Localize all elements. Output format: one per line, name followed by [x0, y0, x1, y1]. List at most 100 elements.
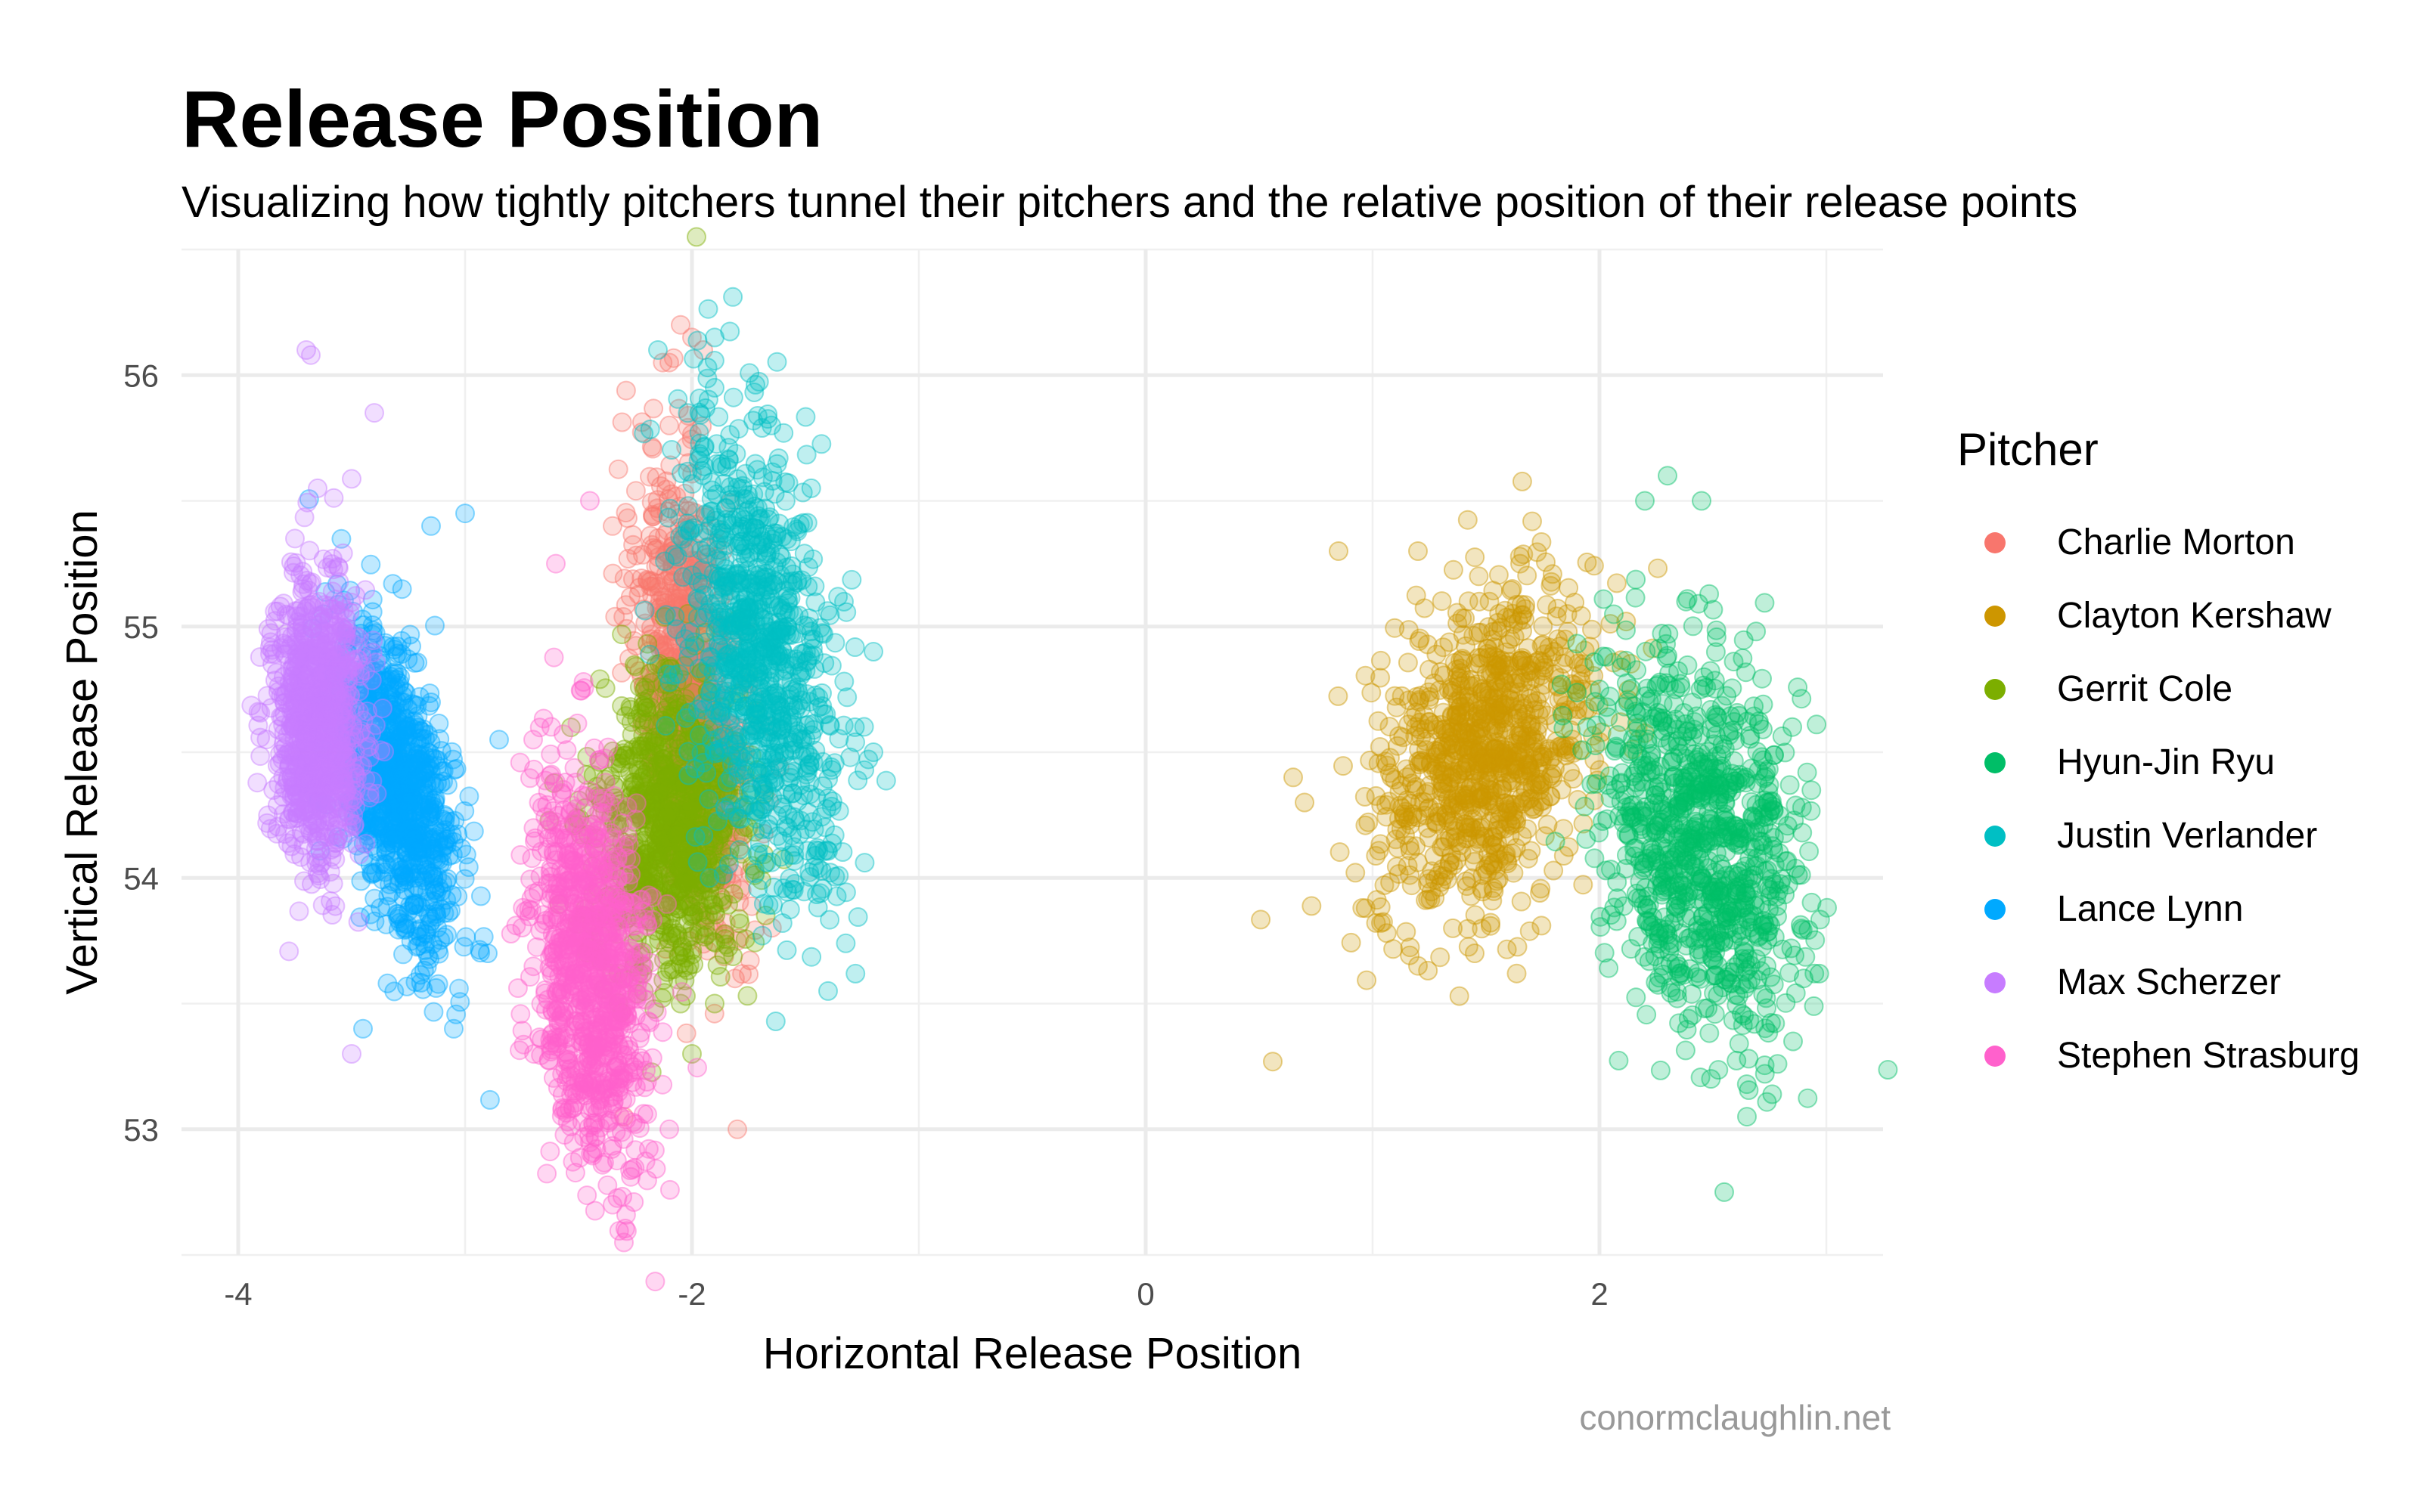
data-point: [662, 720, 682, 739]
data-point: [680, 674, 700, 695]
data-point: [658, 720, 678, 739]
data-point: [679, 634, 700, 655]
data-point: [1376, 923, 1397, 943]
data-point: [1627, 713, 1647, 733]
data-point: [1443, 559, 1463, 580]
data-point: [762, 918, 782, 938]
data-point: [670, 816, 690, 836]
data-point: [681, 647, 701, 668]
data-point: [670, 721, 690, 742]
data-point: [678, 617, 698, 637]
data-point: [718, 762, 738, 782]
data-point: [787, 571, 808, 590]
data-point: [687, 600, 707, 620]
data-point: [672, 736, 692, 756]
data-point: [1352, 898, 1373, 918]
data-point: [678, 403, 698, 423]
data-point: [790, 824, 810, 844]
data-point: [669, 603, 688, 623]
data-point: [685, 675, 706, 696]
data-point: [1683, 616, 1703, 637]
data-point: [639, 711, 659, 732]
data-point: [679, 750, 700, 770]
data-point: [683, 712, 703, 733]
data-point: [1792, 823, 1813, 843]
data-point: [717, 826, 737, 846]
data-point: [709, 783, 730, 803]
data-point: [697, 682, 717, 702]
data-point: [1510, 553, 1530, 574]
data-point: [697, 734, 718, 754]
data-point: [670, 747, 690, 767]
data-point: [712, 865, 732, 885]
data-point: [1581, 774, 1602, 795]
data-point: [726, 761, 746, 782]
data-point: [657, 658, 678, 678]
data-point: [1341, 932, 1361, 953]
data-point: [1758, 792, 1778, 813]
data-point: [711, 641, 731, 662]
data-point: [705, 867, 725, 888]
data-point: [1764, 828, 1784, 848]
data-point: [1682, 692, 1702, 713]
data-point: [705, 792, 725, 812]
data-point: [1553, 718, 1574, 739]
data-point: [657, 635, 678, 655]
data-point: [708, 629, 728, 649]
data-point: [684, 844, 705, 865]
data-point: [662, 771, 683, 792]
data-point: [648, 577, 669, 596]
data-point: [1577, 717, 1597, 737]
data-point: [1791, 919, 1811, 939]
data-point: [689, 682, 709, 702]
data-point: [1706, 627, 1727, 647]
data-point: [1628, 927, 1649, 947]
data-point: [674, 733, 694, 753]
data-point: [703, 696, 723, 717]
data-point: [1476, 767, 1497, 788]
data-point: [1690, 1067, 1711, 1088]
data-point: [689, 627, 709, 648]
data-point: [689, 658, 709, 679]
grid-lines: [182, 248, 1883, 1256]
data-point: [1465, 943, 1485, 963]
data-point: [703, 821, 723, 841]
data-point: [731, 798, 752, 818]
data-point: [641, 752, 662, 773]
data-point: [1633, 755, 1653, 776]
data-point: [751, 773, 771, 794]
data-point: [662, 843, 683, 863]
data-point: [1567, 634, 1587, 654]
data-point: [710, 590, 731, 610]
data-point: [1652, 956, 1673, 976]
data-point: [706, 727, 726, 748]
data-point: [685, 890, 706, 910]
data-point: [677, 527, 697, 547]
data-point: [1688, 888, 1708, 909]
data-point: [1652, 711, 1673, 731]
data-point: [1540, 786, 1560, 807]
data-point: [1432, 591, 1452, 612]
data-point: [741, 622, 762, 643]
data-point: [651, 669, 672, 689]
data-point: [650, 503, 670, 523]
data-point: [1727, 995, 1747, 1015]
data-point: [811, 807, 832, 827]
data-point: [708, 843, 728, 863]
data-point: [682, 474, 703, 494]
data-point: [848, 770, 868, 791]
data-point: [672, 646, 693, 666]
data-point: [709, 784, 730, 804]
data-point: [646, 556, 666, 577]
data-point: [656, 705, 677, 725]
data-point: [694, 706, 715, 726]
data-point: [656, 544, 677, 564]
data-point: [685, 680, 705, 701]
data-point: [1798, 1088, 1818, 1108]
data-point: [675, 672, 696, 692]
data-point: [1667, 838, 1687, 859]
data-point: [752, 774, 773, 795]
data-point: [703, 931, 724, 952]
data-point: [681, 702, 702, 722]
data-point: [798, 761, 818, 782]
